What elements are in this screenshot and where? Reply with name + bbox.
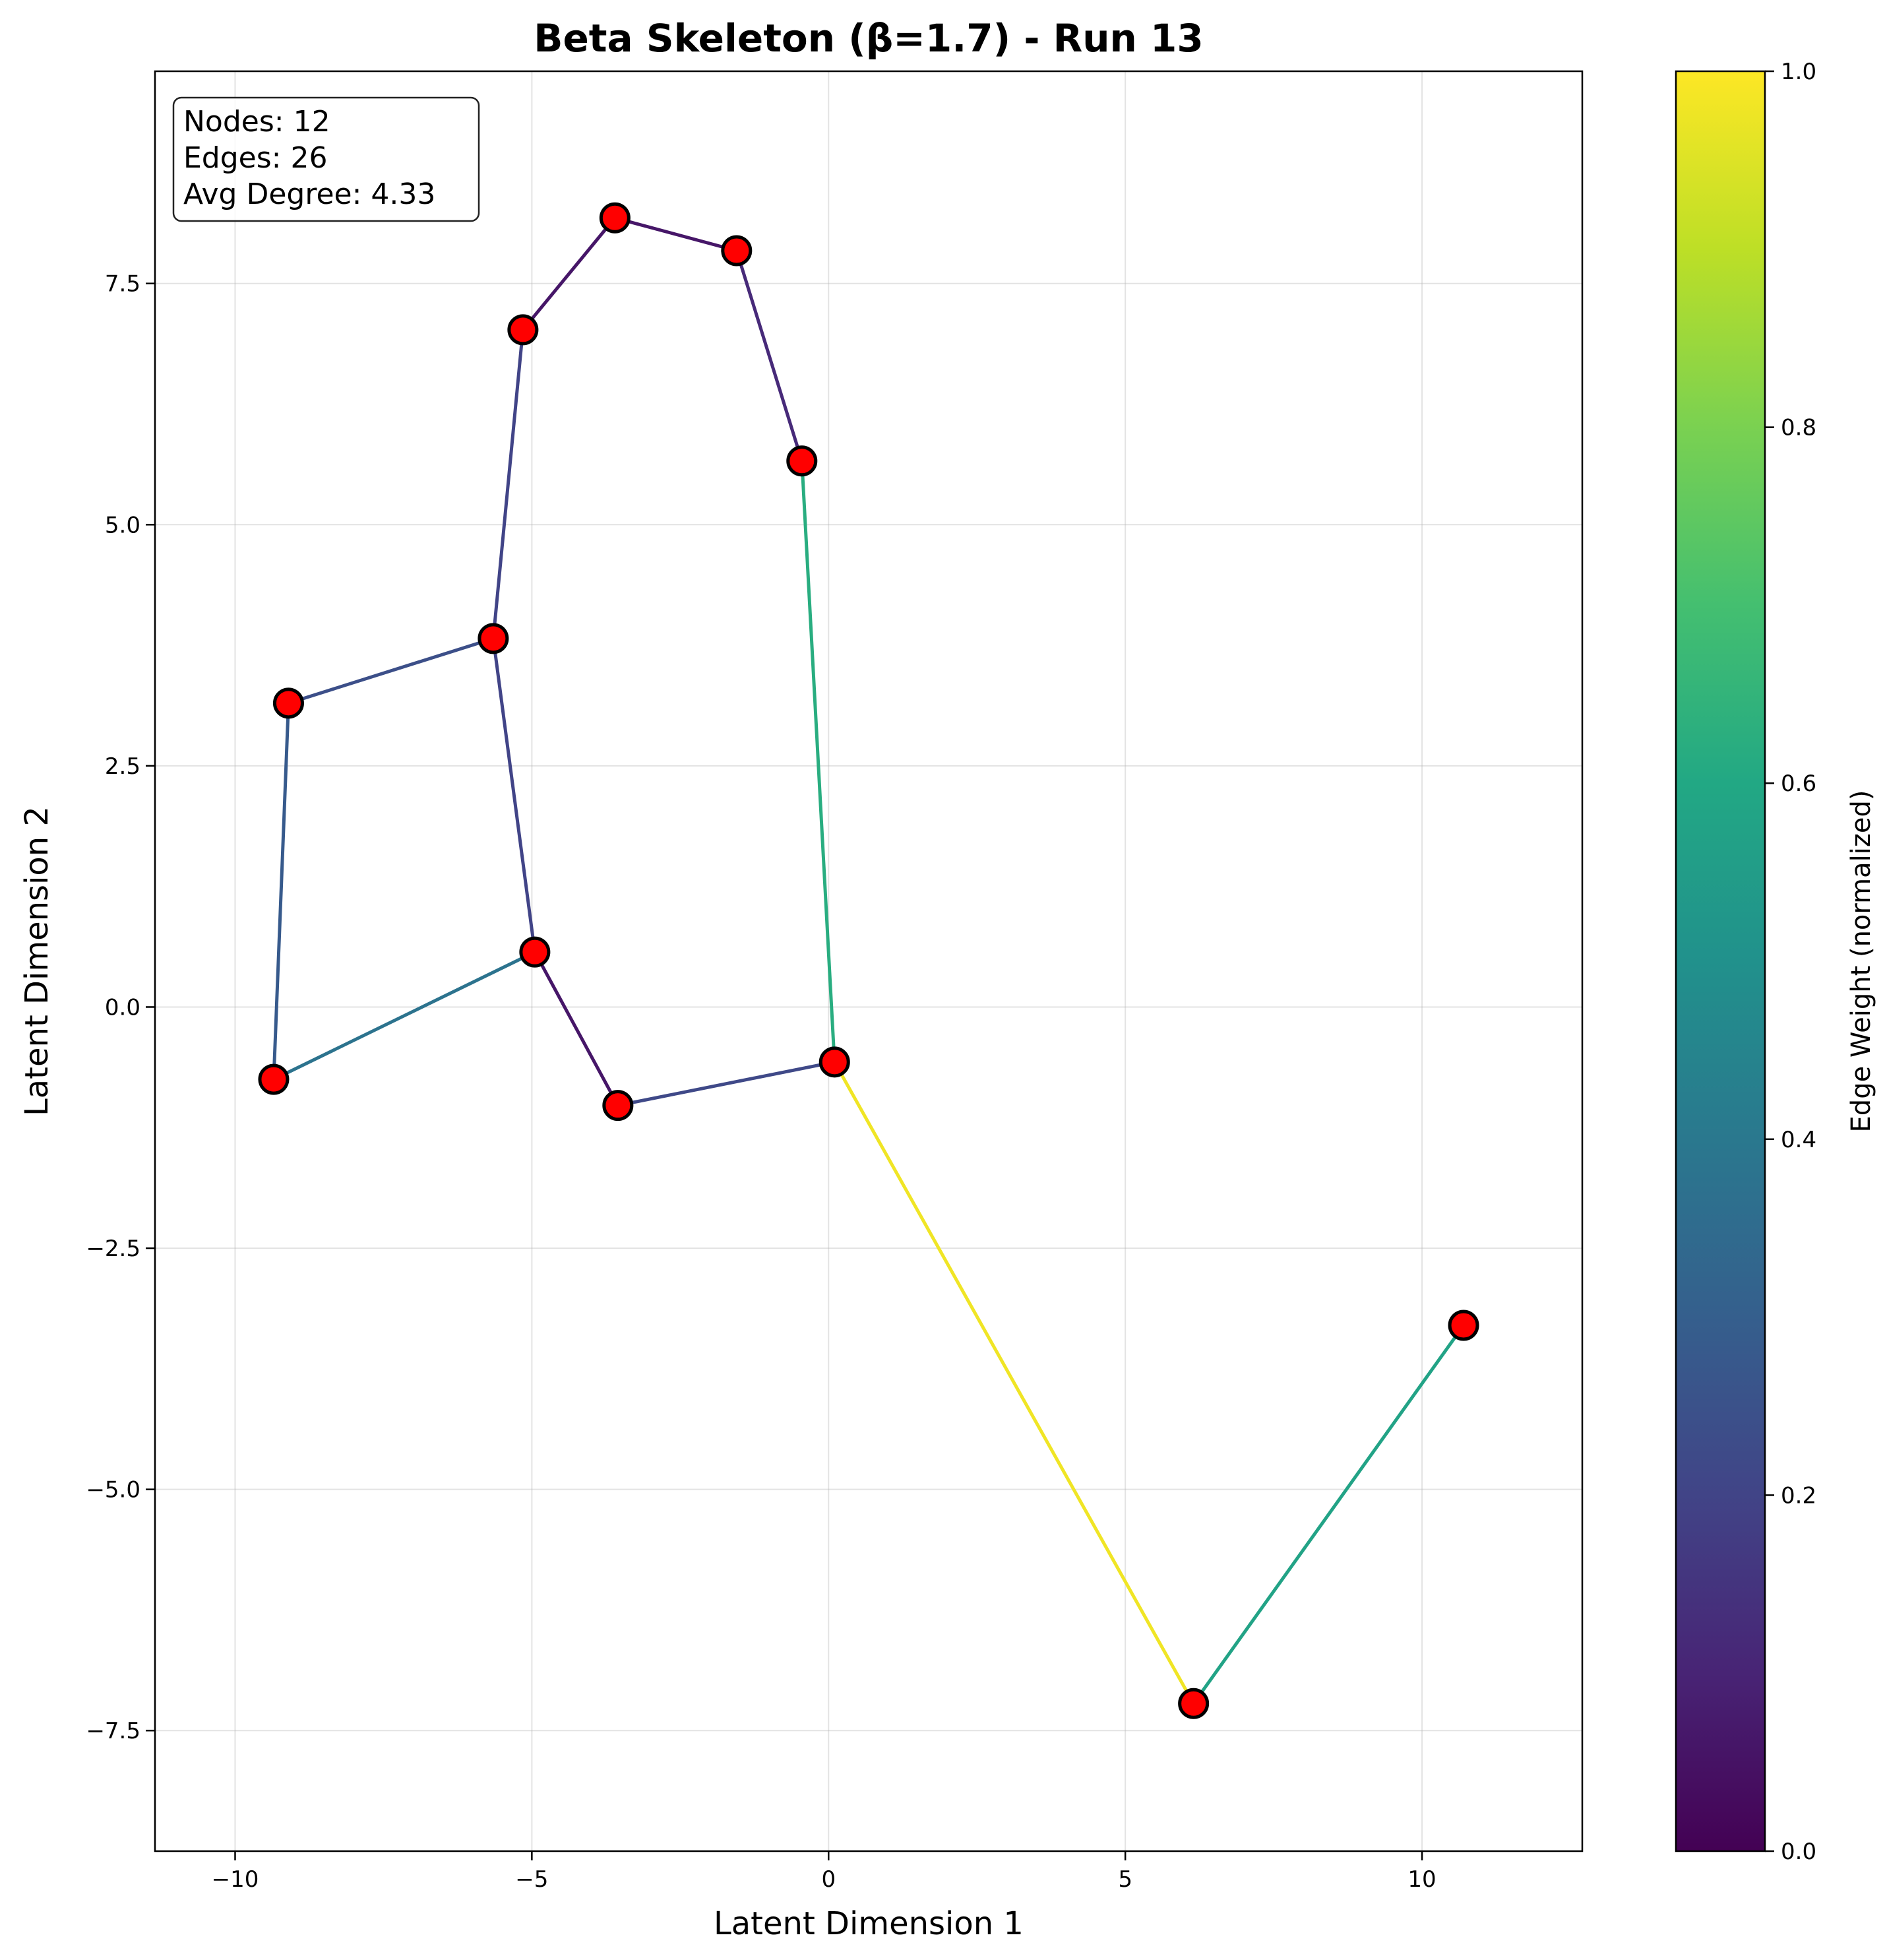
colorbar-tick-label: 0.2 <box>1781 1482 1816 1509</box>
colorbar-tick-label: 1.0 <box>1781 59 1816 85</box>
x-tick-label: −10 <box>212 1866 259 1893</box>
chart-title: Beta Skeleton (β=1.7) - Run 13 <box>534 16 1203 61</box>
graph-edge <box>735 249 804 463</box>
graph-node <box>478 623 509 654</box>
graph-edge <box>491 328 525 641</box>
colorbar-tick-label: 0.8 <box>1781 415 1816 441</box>
y-tick-label: −7.5 <box>86 1718 140 1744</box>
y-tick-label: −5.0 <box>86 1477 140 1503</box>
graph-edge <box>832 1060 1196 1705</box>
graph-node <box>602 1090 634 1122</box>
y-axis-ticks: −7.5 −5.0 −2.5 0.0 2.5 5.0 7.5 <box>86 271 155 1744</box>
stats-nodes: Nodes: 12 <box>183 105 330 139</box>
stats-avg-degree: Avg Degree: 4.33 <box>183 177 435 211</box>
graph-edge <box>1192 1323 1466 1705</box>
graph-edge <box>286 637 495 705</box>
x-tick-label: −5 <box>515 1866 548 1893</box>
graph-node <box>507 314 539 346</box>
graph-edge <box>521 216 617 332</box>
plot-frame <box>154 70 1584 1852</box>
x-axis-label: Latent Dimension 1 <box>714 1905 1024 1942</box>
x-axis-ticks: −10 −5 0 5 10 <box>212 1851 1437 1893</box>
graph-node <box>786 445 818 477</box>
x-tick-label: 10 <box>1407 1866 1436 1893</box>
colorbar-tick-label: 0.0 <box>1781 1839 1816 1865</box>
y-tick-label: 7.5 <box>105 271 140 298</box>
y-tick-label: 2.5 <box>105 753 140 780</box>
graph-edge <box>800 459 836 1064</box>
colorbar-tick-label: 0.6 <box>1781 771 1816 797</box>
y-tick-label: −2.5 <box>86 1236 140 1262</box>
graph-edge <box>533 950 620 1108</box>
graph-edge <box>613 216 739 253</box>
stats-box: Nodes: 12 Edges: 26 Avg Degree: 4.33 <box>172 96 480 222</box>
nodes <box>258 202 1479 1719</box>
graph-node <box>258 1063 290 1095</box>
graph-edge <box>491 637 537 954</box>
y-axis-label: Latent Dimension 2 <box>18 806 55 1116</box>
grid <box>155 71 1582 1851</box>
graph-node <box>599 202 631 234</box>
edges <box>272 216 1466 1705</box>
x-tick-label: 5 <box>1118 1866 1132 1893</box>
graph-node <box>1178 1688 1210 1719</box>
graph-node <box>721 235 753 267</box>
graph-node <box>519 936 551 968</box>
x-tick-label: 0 <box>821 1866 836 1893</box>
stats-box-frame <box>172 96 480 222</box>
graph-node <box>272 687 304 719</box>
graph-edge <box>616 1060 836 1108</box>
y-tick-label: 0.0 <box>105 994 140 1021</box>
colorbar-ticks: 0.0 0.2 0.4 0.6 0.8 1.0 <box>1765 59 1816 1865</box>
colorbar-tick-label: 0.4 <box>1781 1127 1816 1153</box>
stats-edges: Edges: 26 <box>183 141 327 175</box>
graph-node <box>819 1046 850 1078</box>
graph-edge <box>272 701 290 1081</box>
graph-edge <box>272 950 537 1081</box>
colorbar-label: Edge Weight (normalized) <box>1846 790 1876 1133</box>
colorbar: 0.0 0.2 0.4 0.6 0.8 1.0 Edge Weight (normaliz… <box>1675 59 1876 1865</box>
colorbar-gradient <box>1675 70 1766 1852</box>
y-tick-label: 5.0 <box>105 512 140 538</box>
graph-node <box>1448 1310 1479 1341</box>
